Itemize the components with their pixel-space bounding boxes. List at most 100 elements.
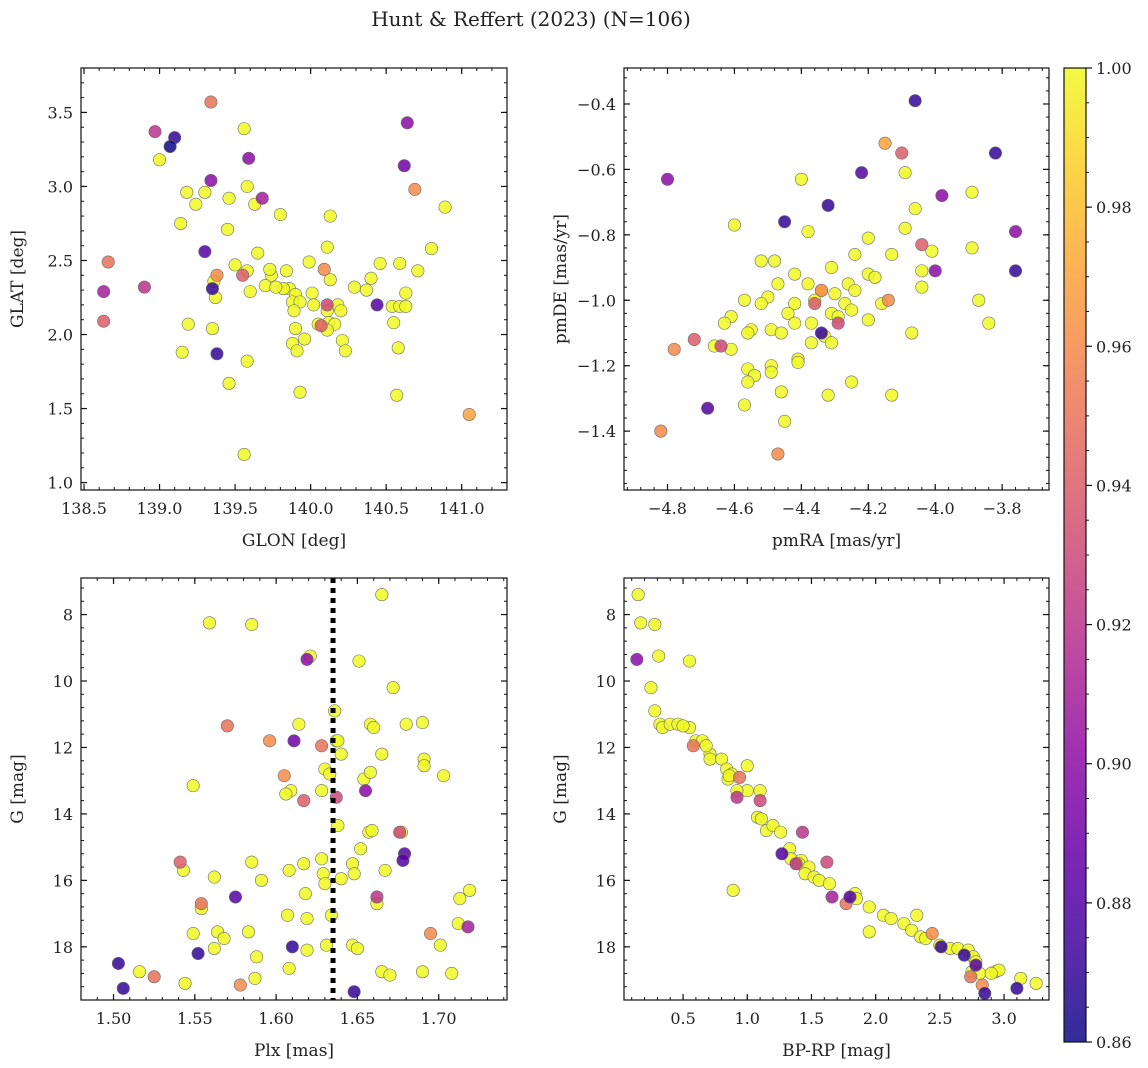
x-axis-label: pmRA [mas/yr]	[772, 531, 901, 551]
scatter-point	[248, 971, 262, 985]
scatter-point	[240, 354, 254, 368]
x-tick-label: −4.4	[782, 499, 821, 518]
scatter-point	[775, 847, 789, 861]
scatter-point	[898, 221, 912, 235]
scatter-point	[821, 198, 835, 212]
scatter-point	[370, 890, 384, 904]
y-axis-label: GLAT [deg]	[8, 230, 28, 328]
scatter-point	[174, 216, 188, 230]
scatter-point	[97, 285, 111, 299]
scatter-point	[915, 280, 929, 294]
scatter-point	[982, 316, 996, 330]
scatter-point	[116, 981, 130, 995]
scatter-point	[378, 863, 392, 877]
x-tick-label: 139.0	[137, 499, 183, 518]
scatter-point	[676, 719, 690, 733]
axes-frame	[623, 577, 1050, 1001]
scatter-point	[323, 209, 337, 223]
scatter-point	[754, 297, 768, 311]
scatter-point	[254, 873, 268, 887]
scatter-point	[202, 616, 216, 630]
scatter-point	[245, 855, 259, 869]
scatter-point	[242, 151, 256, 165]
scatter-point	[279, 787, 293, 801]
scatter-point	[910, 908, 924, 922]
panel-bprp-g: 0.5 1.0 1.5 2.0 2.5 3.0 8 10 12 14 16 18 BP-RP [mag]…	[551, 577, 1050, 1061]
scatter-point	[243, 285, 257, 299]
scatter-point	[424, 242, 438, 256]
colorbar-tick-label: 0.88	[1096, 894, 1132, 913]
scatter-point	[240, 179, 254, 193]
scatter-point	[898, 166, 912, 180]
scatter-point	[741, 375, 755, 389]
scatter-point	[302, 255, 316, 269]
scatter-point	[415, 965, 429, 979]
y-tick-label: −1.0	[577, 291, 616, 310]
x-tick-label: −4.6	[715, 499, 754, 518]
scatter-point	[300, 912, 314, 926]
scatter-point	[855, 166, 869, 180]
scatter-point	[315, 739, 329, 753]
scatter-point	[194, 897, 208, 911]
scatter-point	[237, 122, 251, 136]
scatter-point	[861, 231, 875, 245]
scatter-point	[334, 872, 348, 886]
scatter-point	[1010, 981, 1024, 995]
scatter-point	[831, 316, 845, 330]
scatter-point	[764, 365, 778, 379]
scatter-point	[101, 255, 115, 269]
scatter-point	[848, 283, 862, 297]
scatter-point	[788, 316, 802, 330]
scatter-point	[862, 900, 876, 914]
scatter-point	[205, 282, 219, 296]
scatter-point	[862, 925, 876, 939]
scatter-point	[771, 447, 785, 461]
scatter-point	[686, 739, 700, 753]
scatter-point	[287, 734, 301, 748]
scatter-point	[778, 215, 792, 229]
scatter-point	[364, 271, 378, 285]
scatter-point	[375, 747, 389, 761]
scatter-point	[972, 293, 986, 307]
axes-frame	[623, 67, 1050, 491]
scatter-point	[878, 136, 892, 150]
y-tick-label: 3.0	[48, 177, 73, 196]
colorbar-tick-label: 0.92	[1096, 616, 1132, 635]
scatter-point	[895, 146, 909, 160]
scatter-point	[273, 208, 287, 222]
scatter-point	[631, 588, 645, 602]
scatter-point	[277, 769, 291, 783]
scatter-point	[984, 966, 998, 980]
x-tick-label: −4.8	[648, 499, 687, 518]
scatter-point	[97, 314, 111, 328]
scatter-point	[315, 784, 329, 798]
panel-pmra-pmde: −4.8 −4.6 −4.4 −4.2 −4.0 −3.8 −1.4 −1.2 −1.0 −0.8…	[551, 67, 1050, 551]
scatter-point	[263, 734, 277, 748]
scatter-point	[905, 326, 919, 340]
scatter-point	[905, 923, 919, 937]
scatter-point	[687, 333, 701, 347]
scatter-point	[173, 855, 187, 869]
scatter-point	[250, 950, 264, 964]
scatter-point	[133, 965, 147, 979]
scatter-point	[794, 172, 808, 186]
scatter-point	[463, 883, 477, 897]
scatter-point	[282, 961, 296, 975]
scatter-point	[383, 968, 397, 982]
scatter-point	[730, 790, 744, 804]
scatter-point	[788, 267, 802, 281]
scatter-point	[217, 932, 231, 946]
scatter-point	[236, 268, 250, 282]
scatter-point	[726, 883, 740, 897]
scatter-point	[648, 704, 662, 718]
scatter-point	[848, 247, 862, 261]
scatter-point	[915, 238, 929, 252]
y-tick-label: 1.0	[48, 474, 73, 493]
scatter-point	[741, 326, 755, 340]
scatter-point	[210, 347, 224, 361]
y-tick-label: 10	[53, 672, 73, 691]
scatter-point	[347, 280, 361, 294]
scatter-point	[314, 319, 328, 333]
scatter-point	[189, 197, 203, 211]
scatter-point	[445, 966, 459, 980]
